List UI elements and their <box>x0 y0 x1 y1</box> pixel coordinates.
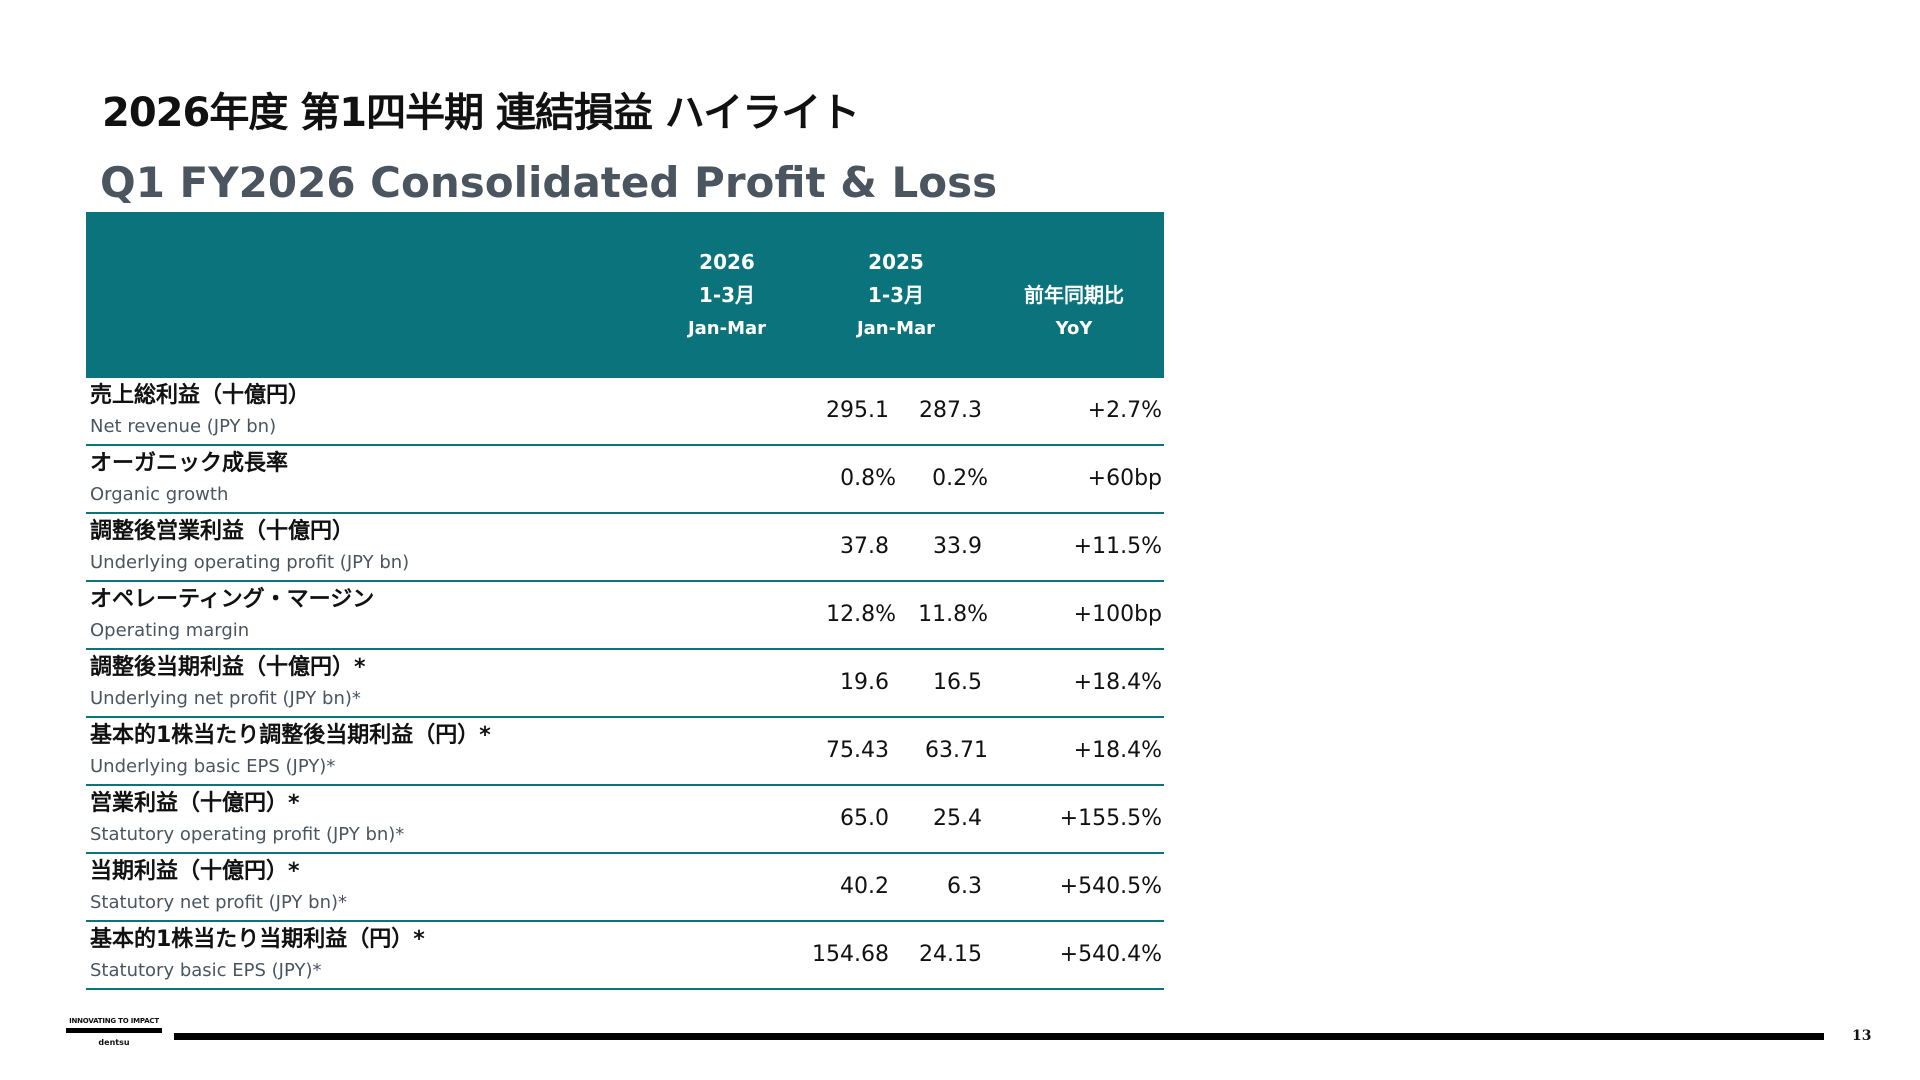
value-2025: 0.2% <box>932 466 988 491</box>
row-label: 営業利益（十億円）* Statutory operating profit (J… <box>90 788 404 850</box>
row-label-jp: 売上総利益（十億円） <box>90 383 311 408</box>
logo-tagline: INNOVATING TO IMPACT <box>69 1017 159 1025</box>
header-col-2026: 2026 1-3月 Jan-Mar <box>654 212 800 378</box>
row-label-en: Underlying basic EPS (JPY)* <box>90 756 336 777</box>
row-label-jp: オペレーティング・マージン <box>90 587 375 612</box>
value-yoy: +540.4% <box>1059 942 1162 967</box>
value-2026: 12.8% <box>826 602 896 627</box>
value-yoy: +100bp <box>1073 602 1162 627</box>
table-row: 調整後当期利益（十億円）* Underlying net profit (JPY… <box>86 650 1164 718</box>
header-2026-months: 1-3月 <box>698 282 756 307</box>
value-2026: 65.0 <box>840 806 889 831</box>
header-2026-year: 2026 <box>699 249 755 274</box>
row-label: 当期利益（十億円）* Statutory net profit (JPY bn)… <box>90 856 347 918</box>
table-row: 基本的1株当たり調整後当期利益（円）* Underlying basic EPS… <box>86 718 1164 786</box>
value-yoy: +540.5% <box>1059 874 1162 899</box>
dentsu-logo: INNOVATING TO IMPACT dentsu <box>66 1017 162 1047</box>
value-2025: 287.3 <box>919 398 982 423</box>
row-label-jp: 調整後当期利益（十億円）* <box>90 655 366 680</box>
value-2026: 19.6 <box>840 670 889 695</box>
row-label-en: Underlying operating profit (JPY bn) <box>90 552 410 573</box>
row-label-en: Operating margin <box>90 620 250 641</box>
value-yoy: +18.4% <box>1073 738 1162 763</box>
value-2025: 24.15 <box>919 942 982 967</box>
value-2025: 25.4 <box>933 806 982 831</box>
value-yoy: +155.5% <box>1059 806 1162 831</box>
value-2026: 37.8 <box>840 534 889 559</box>
row-label-en: Underlying net profit (JPY bn)* <box>90 688 361 709</box>
table-header: 2026 1-3月 Jan-Mar 2025 1-3月 Jan-Mar 前年同期… <box>86 212 1164 378</box>
row-label-jp: 当期利益（十億円）* <box>90 859 300 884</box>
row-label-en: Statutory basic EPS (JPY)* <box>90 960 322 981</box>
row-label: 調整後営業利益（十億円） Underlying operating profit… <box>90 516 409 578</box>
page-title-english: Q1 FY2026 Consolidated Profit & Loss <box>100 158 998 207</box>
value-2026: 75.43 <box>826 738 889 763</box>
table-row: 当期利益（十億円）* Statutory net profit (JPY bn)… <box>86 854 1164 922</box>
row-label-en: Statutory operating profit (JPY bn)* <box>90 824 405 845</box>
row-label-jp: 調整後営業利益（十億円） <box>90 519 355 544</box>
header-2026-period: Jan-Mar <box>687 317 767 339</box>
row-label: 調整後当期利益（十億円）* Underlying net profit (JPY… <box>90 652 366 714</box>
value-2025: 11.8% <box>918 602 988 627</box>
row-label-en: Net revenue (JPY bn) <box>90 416 277 437</box>
header-yoy-en: YoY <box>1055 318 1093 339</box>
pl-table: 2026 1-3月 Jan-Mar 2025 1-3月 Jan-Mar 前年同期… <box>86 212 1164 990</box>
header-2025-period: Jan-Mar <box>856 317 936 339</box>
row-label: 基本的1株当たり当期利益（円）* Statutory basic EPS (JP… <box>90 924 425 986</box>
value-yoy: +18.4% <box>1073 670 1162 695</box>
footer-divider <box>174 1033 1824 1040</box>
value-yoy: +60bp <box>1087 466 1162 491</box>
table-row: 売上総利益（十億円） Net revenue (JPY bn) 295.1 28… <box>86 378 1164 446</box>
value-2025: 33.9 <box>933 534 982 559</box>
row-label-jp: 基本的1株当たり調整後当期利益（円）* <box>90 723 491 748</box>
value-2025: 6.3 <box>947 874 982 899</box>
value-2026: 40.2 <box>840 874 889 899</box>
row-label-en: Statutory net profit (JPY bn)* <box>90 892 348 913</box>
header-yoy-jp: 前年同期比 <box>1024 283 1124 307</box>
value-yoy: +11.5% <box>1073 534 1162 559</box>
table-row: オペレーティング・マージン Operating margin 12.8% 11.… <box>86 582 1164 650</box>
value-2026: 154.68 <box>812 942 889 967</box>
header-2025-year: 2025 <box>868 249 924 274</box>
table-row: 調整後営業利益（十億円） Underlying operating profit… <box>86 514 1164 582</box>
value-2025: 16.5 <box>933 670 982 695</box>
value-2026: 0.8% <box>840 466 896 491</box>
row-label-jp: 基本的1株当たり当期利益（円）* <box>90 927 425 952</box>
table-row: オーガニック成長率 Organic growth 0.8% 0.2% +60bp <box>86 446 1164 514</box>
row-label-jp: 営業利益（十億円）* <box>90 791 300 816</box>
row-label: オペレーティング・マージン Operating margin <box>90 584 374 646</box>
row-label: オーガニック成長率 Organic growth <box>90 448 288 510</box>
header-col-2025: 2025 1-3月 Jan-Mar <box>824 212 968 378</box>
row-label: 売上総利益（十億円） Net revenue (JPY bn) <box>90 380 310 442</box>
logo-bar <box>66 1028 162 1033</box>
value-2025: 63.71 <box>925 738 988 763</box>
header-2025-months: 1-3月 <box>867 282 925 307</box>
row-label: 基本的1株当たり調整後当期利益（円）* Underlying basic EPS… <box>90 720 491 782</box>
page-title-japanese: 2026年度 第1四半期 連結損益 ハイライト <box>102 90 860 136</box>
table-row: 営業利益（十億円）* Statutory operating profit (J… <box>86 786 1164 854</box>
logo-name: dentsu <box>98 1038 130 1047</box>
row-label-jp: オーガニック成長率 <box>90 451 289 476</box>
page-number: 13 <box>1852 1028 1872 1044</box>
header-col-yoy: 前年同期比 YoY <box>996 212 1152 378</box>
value-yoy: +2.7% <box>1087 398 1162 423</box>
table-row: 基本的1株当たり当期利益（円）* Statutory basic EPS (JP… <box>86 922 1164 990</box>
row-label-en: Organic growth <box>90 484 229 505</box>
value-2026: 295.1 <box>826 398 889 423</box>
